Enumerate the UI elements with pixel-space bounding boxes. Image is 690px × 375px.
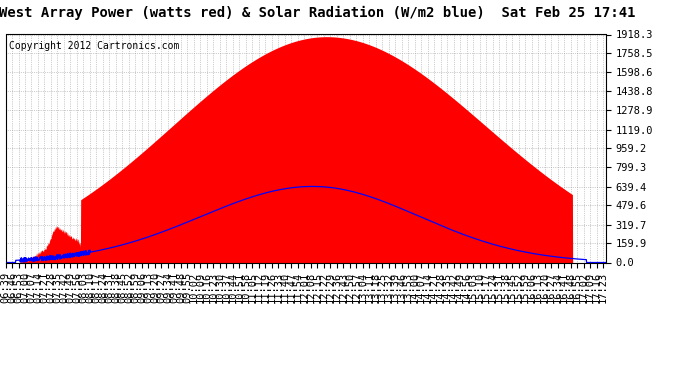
Text: West Array Power (watts red) & Solar Radiation (W/m2 blue)  Sat Feb 25 17:41: West Array Power (watts red) & Solar Rad…	[0, 6, 635, 20]
Text: Copyright 2012 Cartronics.com: Copyright 2012 Cartronics.com	[8, 41, 179, 51]
